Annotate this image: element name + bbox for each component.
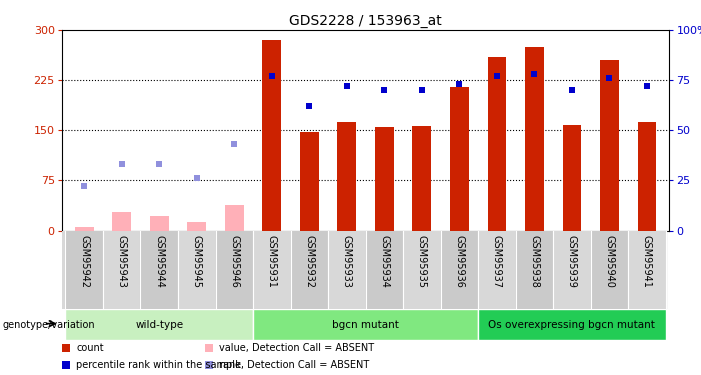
Bar	[591, 231, 628, 309]
Bar	[328, 231, 366, 309]
Bar	[75, 227, 93, 231]
Text: Os overexpressing bgcn mutant: Os overexpressing bgcn mutant	[489, 320, 655, 330]
Text: GSM95938: GSM95938	[529, 235, 539, 287]
Bar	[412, 126, 431, 231]
Bar	[253, 231, 290, 309]
Bar	[65, 309, 253, 340]
Bar	[516, 231, 553, 309]
Text: wild-type: wild-type	[135, 320, 183, 330]
Text: GSM95945: GSM95945	[192, 235, 202, 288]
Text: GSM95943: GSM95943	[116, 235, 127, 287]
Text: GSM95934: GSM95934	[379, 235, 389, 287]
Bar	[366, 231, 403, 309]
Text: GSM95931: GSM95931	[267, 235, 277, 287]
Text: GSM95939: GSM95939	[567, 235, 577, 287]
Text: GSM95932: GSM95932	[304, 235, 314, 288]
Bar	[187, 222, 206, 231]
Bar	[553, 231, 591, 309]
Bar	[525, 47, 544, 231]
Bar	[103, 231, 140, 309]
Text: GSM95942: GSM95942	[79, 235, 89, 288]
Bar	[178, 231, 215, 309]
Bar	[215, 231, 253, 309]
Text: GSM95946: GSM95946	[229, 235, 239, 287]
Bar	[262, 40, 281, 231]
Bar	[253, 309, 478, 340]
Bar	[150, 216, 169, 231]
Title: GDS2228 / 153963_at: GDS2228 / 153963_at	[290, 13, 442, 28]
Bar	[403, 231, 441, 309]
Bar	[112, 212, 131, 231]
Text: GSM95936: GSM95936	[454, 235, 464, 287]
Bar	[562, 125, 581, 231]
Bar	[65, 231, 103, 309]
Text: rank, Detection Call = ABSENT: rank, Detection Call = ABSENT	[219, 360, 369, 370]
Bar	[225, 205, 244, 231]
Text: GSM95941: GSM95941	[642, 235, 652, 287]
Bar	[375, 127, 394, 231]
Text: count: count	[76, 343, 104, 353]
Bar	[478, 309, 666, 340]
Bar	[478, 231, 516, 309]
Text: GSM95935: GSM95935	[417, 235, 427, 288]
Bar	[337, 122, 356, 231]
Bar	[450, 87, 469, 231]
Text: bgcn mutant: bgcn mutant	[332, 320, 399, 330]
Text: value, Detection Call = ABSENT: value, Detection Call = ABSENT	[219, 343, 374, 353]
Text: GSM95933: GSM95933	[342, 235, 352, 287]
Bar	[300, 132, 319, 231]
Text: percentile rank within the sample: percentile rank within the sample	[76, 360, 241, 370]
Bar	[290, 231, 328, 309]
Bar	[600, 60, 619, 231]
Bar	[628, 231, 666, 309]
Text: GSM95937: GSM95937	[492, 235, 502, 288]
Text: GSM95940: GSM95940	[604, 235, 615, 287]
Text: GSM95944: GSM95944	[154, 235, 164, 287]
Bar	[140, 231, 178, 309]
Bar	[487, 57, 506, 231]
Text: genotype/variation: genotype/variation	[2, 320, 95, 330]
Bar	[441, 231, 478, 309]
Bar	[638, 122, 656, 231]
